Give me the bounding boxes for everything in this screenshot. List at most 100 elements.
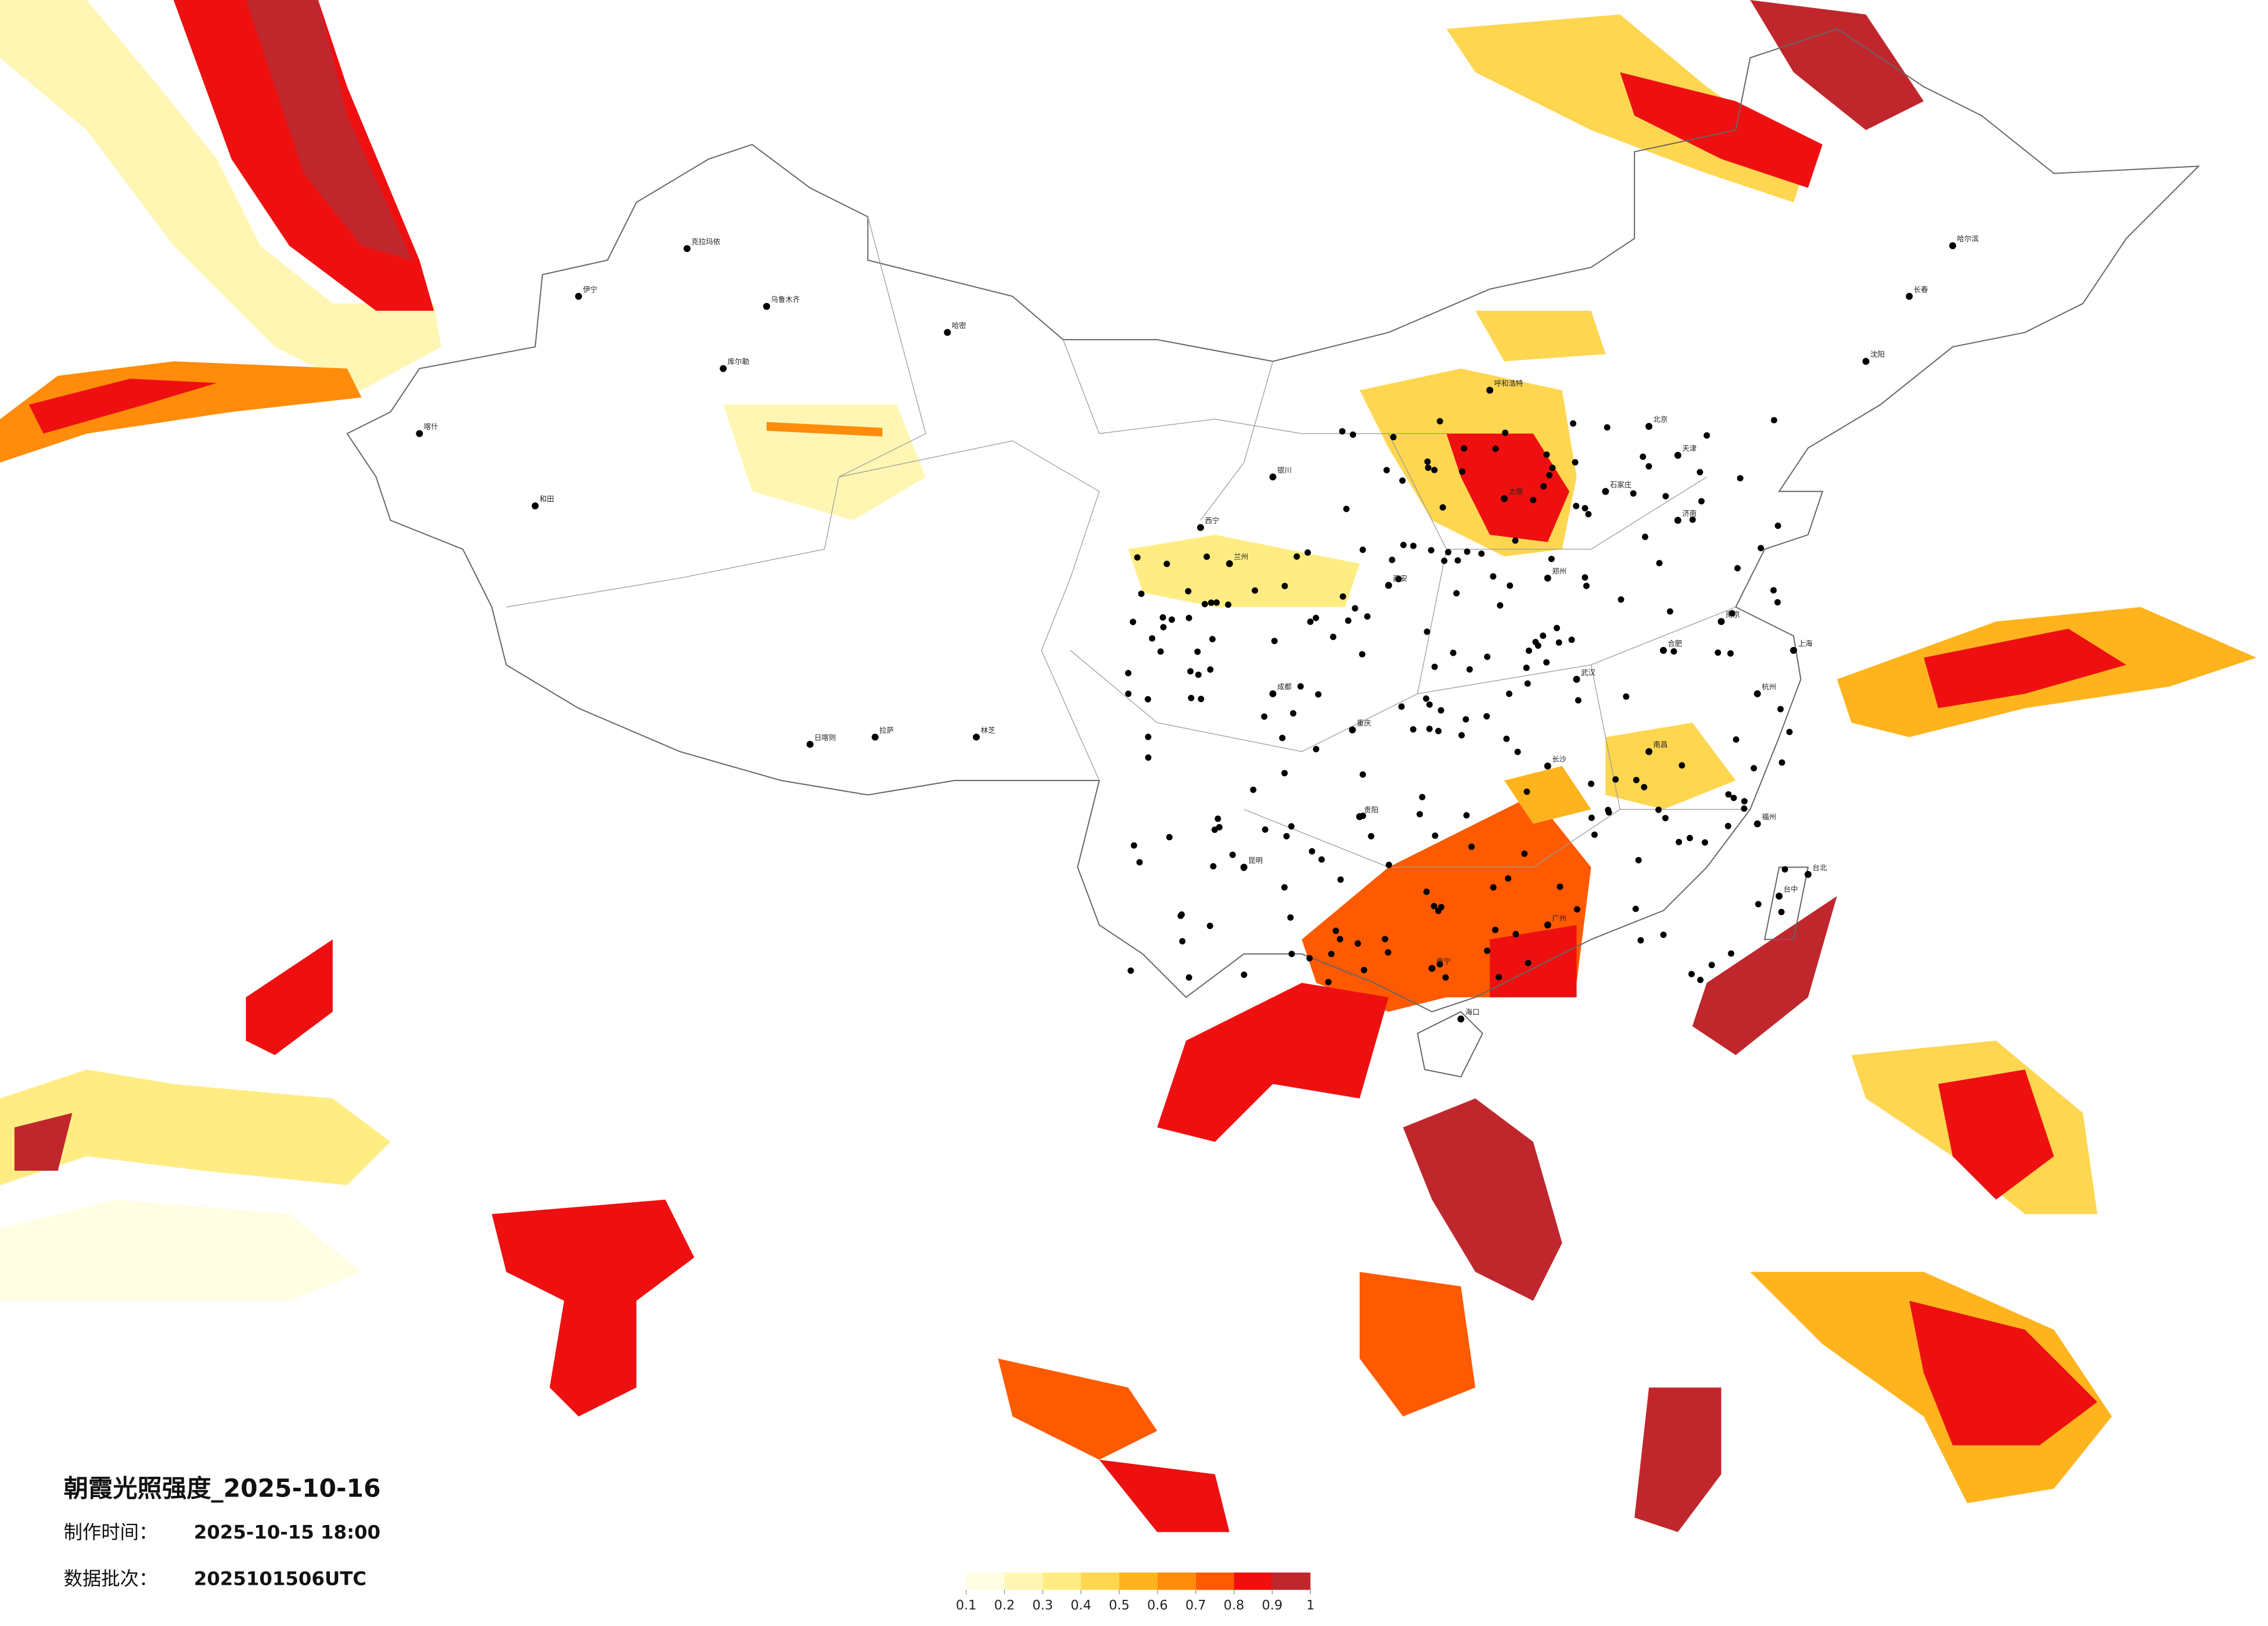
city-dot [1424, 628, 1430, 635]
city-dot [1423, 888, 1430, 895]
shade [1504, 766, 1591, 824]
city-dot [1575, 697, 1582, 704]
city-dot [1293, 553, 1300, 560]
city-dot [1207, 599, 1214, 606]
city-dot [1588, 780, 1595, 787]
city-label: 西宁 [1205, 516, 1220, 525]
city-label: 沈阳 [1870, 350, 1885, 359]
city-dot [1216, 824, 1223, 830]
city-label: 合肥 [1667, 639, 1682, 648]
city-dot [1461, 445, 1468, 452]
city-dot [1390, 434, 1397, 441]
city-dot [1166, 834, 1173, 841]
city-dot [1501, 495, 1508, 502]
city-label: 喀什 [424, 422, 438, 431]
island-outline [1417, 1011, 1483, 1078]
city-dot [1229, 851, 1236, 858]
city-dot [1730, 794, 1737, 801]
city-dot [1130, 842, 1137, 849]
intensity-field [0, 0, 2257, 1533]
city-dot [1269, 690, 1277, 697]
city-dot [1382, 936, 1389, 942]
shade [1360, 1272, 1476, 1417]
city-dot [1703, 432, 1710, 439]
city-dot [1660, 647, 1667, 654]
city-dot [1430, 902, 1437, 909]
city-dot [1786, 728, 1793, 735]
colorbar-tick-label: 0.8 [1224, 1598, 1245, 1613]
colorbar-swatch [966, 1572, 1005, 1590]
city-dot [1157, 648, 1164, 655]
city-dot [1544, 921, 1551, 929]
city-dot [1201, 600, 1208, 607]
city-dot [1949, 242, 1957, 250]
city-dot [1546, 472, 1553, 479]
city-label: 哈密 [952, 321, 966, 330]
city-dot [1637, 937, 1644, 944]
country-outline [346, 28, 2200, 1013]
city-dot [1514, 749, 1521, 756]
city-dot [416, 430, 423, 437]
colorbar-swatch [1043, 1572, 1081, 1590]
city-dot [1775, 893, 1783, 900]
shade [1909, 1301, 2098, 1445]
city-dot [1641, 783, 1648, 790]
shade [1924, 628, 2126, 708]
city-dot [1145, 733, 1152, 740]
city-dot [1241, 972, 1248, 978]
shade [1620, 72, 1823, 188]
city-dot [1169, 616, 1176, 623]
city-dot [1209, 636, 1216, 643]
city-dot [1906, 293, 1913, 300]
city-dot [1195, 671, 1202, 678]
shade [1938, 1069, 2054, 1200]
province-border [506, 217, 1751, 868]
city-dot [1225, 601, 1232, 608]
colorbar-swatch [1157, 1572, 1196, 1590]
city-dot [1604, 424, 1611, 431]
colorbar-swatch [1119, 1572, 1158, 1590]
city-dot [1507, 582, 1514, 589]
city-dot [1426, 725, 1433, 732]
city-dot [1717, 618, 1725, 625]
city-dot [1454, 557, 1461, 564]
city-dot [1486, 387, 1494, 394]
city-dot [1544, 762, 1551, 770]
city-dot [1568, 636, 1575, 643]
city-dot [1540, 632, 1547, 639]
colorbar-swatch [1272, 1572, 1311, 1590]
city-dot [1698, 498, 1705, 505]
city-dot [1525, 959, 1532, 966]
city-dot [1261, 713, 1268, 720]
shade [0, 0, 441, 390]
city-dot [1206, 922, 1213, 929]
city-label: 台北 [1813, 863, 1827, 872]
city-label: 哈尔滨 [1957, 235, 1979, 243]
city-dot [1125, 670, 1132, 677]
city-dot [1741, 805, 1748, 812]
city-dot [1462, 716, 1469, 723]
city-dot [1582, 574, 1588, 581]
info-label: 数据批次： [64, 1567, 158, 1589]
city-label: 西安 [1393, 574, 1407, 583]
city-dot [1350, 431, 1356, 438]
city-dot [1318, 856, 1325, 863]
city-dot [1290, 710, 1297, 717]
city-dot [1358, 651, 1365, 658]
city-label: 天津 [1682, 444, 1696, 453]
city-dot [1441, 557, 1448, 564]
city-dot [1645, 423, 1653, 430]
city-dot [1288, 951, 1295, 958]
city-dot [1464, 548, 1471, 555]
city-dot [1281, 769, 1288, 776]
city-label: 重庆 [1357, 718, 1371, 727]
city-label: 海口 [1465, 1008, 1480, 1016]
city-dot [1724, 822, 1731, 829]
colorbar-tick-label: 0.7 [1185, 1598, 1206, 1613]
city-dot [1505, 875, 1512, 882]
city-dot [1198, 696, 1205, 703]
island-outline [1764, 866, 1809, 940]
city-dot [1385, 949, 1392, 956]
city-dot [1203, 553, 1210, 560]
shade [1605, 722, 1736, 810]
